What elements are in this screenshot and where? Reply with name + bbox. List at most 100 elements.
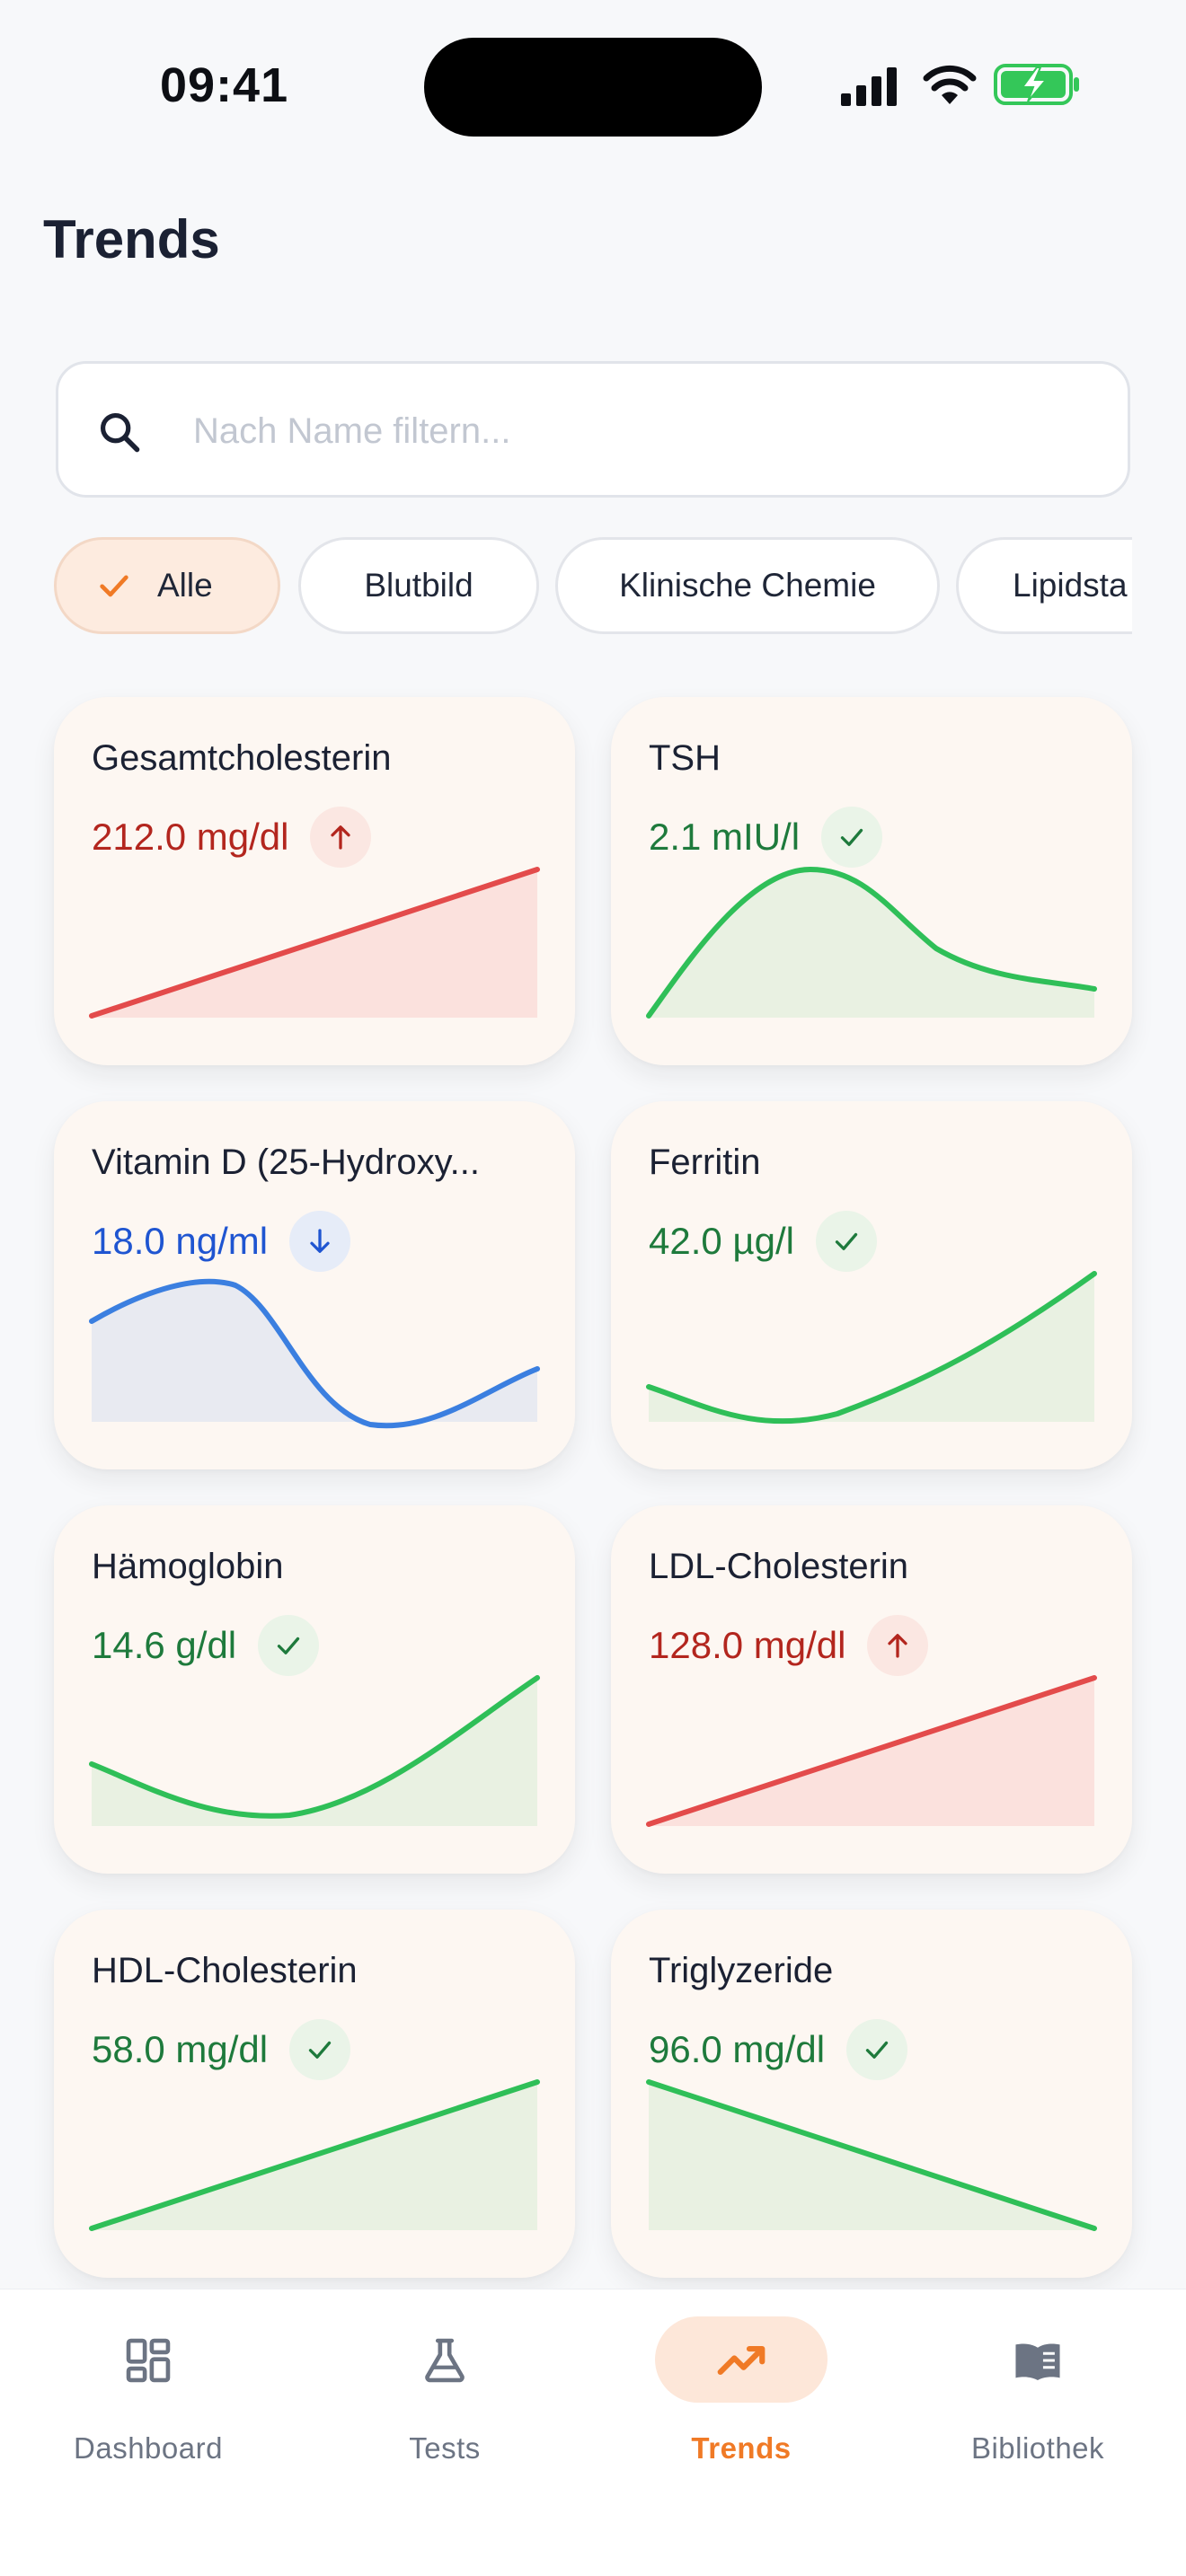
card-value-row: 2.1 mIU/l <box>649 803 883 871</box>
sparkline-area <box>92 1281 537 1426</box>
nav-pill <box>655 2316 828 2403</box>
nav-label: Dashboard <box>74 2431 223 2465</box>
sparkline-line <box>646 1675 1097 1827</box>
bottom-navigation: Dashboard Tests Trends Bibliothek <box>0 2289 1186 2576</box>
check-icon <box>100 575 128 597</box>
check-icon <box>308 2041 332 2059</box>
book-icon <box>1015 2343 1060 2380</box>
sparkline-chart <box>89 867 540 1019</box>
check-icon <box>835 1232 858 1250</box>
card-value-row: 96.0 mg/dl <box>649 2016 908 2084</box>
trend-card[interactable]: Gesamtcholesterin 212.0 mg/dl <box>54 697 575 1065</box>
card-value-row: 14.6 g/dl <box>92 1611 320 1680</box>
nav-item-dashboard[interactable]: Dashboard <box>13 2316 283 2496</box>
page-title: Trends <box>43 209 220 269</box>
sparkline-chart <box>646 2079 1097 2231</box>
sparkline-line <box>646 867 1097 1019</box>
sparkline-chart <box>646 1271 1097 1425</box>
sparkline-line <box>89 2079 540 2231</box>
filter-chip-label: Blutbild <box>364 567 474 604</box>
card-value: 58.0 mg/dl <box>92 2028 269 2070</box>
filter-chip-label: Alle <box>157 567 213 604</box>
card-value: 18.0 ng/ml <box>92 1220 269 1262</box>
card-title: HDL-Cholesterin <box>92 1951 358 1990</box>
signal-icon <box>841 67 897 106</box>
trend-card[interactable]: LDL-Cholesterin 128.0 mg/dl <box>611 1505 1132 1874</box>
sparkline-chart <box>646 867 1097 1019</box>
card-title: Hämoglobin <box>92 1547 284 1586</box>
sparkline-area <box>92 1678 537 1826</box>
card-value-row: 212.0 mg/dl <box>92 803 372 871</box>
filter-chip-label: Lipidsta <box>1013 567 1128 604</box>
check-icon <box>865 2041 889 2059</box>
status-badge <box>867 1615 929 1676</box>
filter-chip-label: Klinische Chemie <box>619 567 876 604</box>
nav-item-trends[interactable]: Trends <box>606 2316 876 2496</box>
trend-card[interactable]: Hämoglobin 14.6 g/dl <box>54 1505 575 1874</box>
status-time: 09:41 <box>160 58 289 112</box>
card-value-row: 128.0 mg/dl <box>649 1611 929 1680</box>
trend-card[interactable]: Ferritin 42.0 µg/l <box>611 1101 1132 1469</box>
trend-card[interactable]: TSH 2.1 mIU/l <box>611 697 1132 1065</box>
filter-chip-klinische-chemie[interactable]: Klinische Chemie <box>555 537 940 634</box>
sparkline-line <box>89 1278 540 1429</box>
trending-up-icon <box>717 2345 766 2376</box>
wifi-icon <box>923 65 977 104</box>
arrow-up-icon <box>331 825 351 850</box>
card-value-row: 58.0 mg/dl <box>92 2016 351 2084</box>
trend-card[interactable]: Vitamin D (25-Hydroxy... 18.0 ng/ml <box>54 1101 575 1469</box>
card-title: LDL-Cholesterin <box>649 1547 909 1586</box>
sparkline-line <box>89 1675 540 1819</box>
card-value: 42.0 µg/l <box>649 1220 794 1262</box>
sparkline-line <box>646 1271 1097 1425</box>
status-badge <box>821 807 883 868</box>
trend-card[interactable]: Triglyzeride 96.0 mg/dl <box>611 1910 1132 2278</box>
status-badge <box>289 2019 351 2080</box>
search-icon <box>100 412 140 453</box>
card-value-row: 18.0 ng/ml <box>92 1207 351 1275</box>
sparkline-area <box>649 869 1094 1018</box>
nav-item-bibliothek[interactable]: Bibliothek <box>903 2316 1173 2496</box>
sparkline-chart <box>89 1278 540 1429</box>
card-title: Ferritin <box>649 1142 761 1182</box>
dashboard-icon <box>126 2338 171 2383</box>
status-badge <box>310 807 372 868</box>
search-input[interactable] <box>193 391 1092 472</box>
status-badge <box>815 1211 877 1272</box>
status-badge <box>289 1211 351 1272</box>
sparkline-chart <box>646 1675 1097 1827</box>
sparkline-area <box>649 1274 1094 1422</box>
card-value: 2.1 mIU/l <box>649 816 801 858</box>
status-badge <box>258 1615 320 1676</box>
filter-chip-row: Alle Blutbild Klinische Chemie Lipidsta <box>54 537 1132 638</box>
nav-label: Bibliothek <box>970 2431 1105 2465</box>
card-value: 14.6 g/dl <box>92 1624 237 1666</box>
battery-charging-icon <box>994 64 1079 105</box>
filter-chip-lipidstatus[interactable]: Lipidsta <box>956 537 1132 634</box>
arrow-down-icon <box>310 1229 330 1253</box>
card-value-row: 42.0 µg/l <box>649 1207 877 1275</box>
search-field[interactable] <box>56 361 1130 498</box>
card-value: 212.0 mg/dl <box>92 816 289 858</box>
check-icon <box>840 828 863 846</box>
sparkline-chart <box>89 2079 540 2231</box>
status-badge <box>846 2019 908 2080</box>
nav-label: Trends <box>691 2431 792 2465</box>
dynamic-island <box>424 38 762 137</box>
sparkline-chart <box>89 1675 540 1826</box>
status-icons <box>839 63 1082 110</box>
filter-chip-blutbild[interactable]: Blutbild <box>298 537 539 634</box>
nav-label: Tests <box>409 2431 481 2465</box>
card-value: 96.0 mg/dl <box>649 2028 826 2070</box>
sparkline-line <box>646 2079 1097 2231</box>
card-title: Gesamtcholesterin <box>92 738 392 778</box>
card-title: Triglyzeride <box>649 1951 834 1990</box>
nav-item-tests[interactable]: Tests <box>310 2316 580 2496</box>
arrow-up-icon <box>888 1634 908 1658</box>
sparkline-line <box>89 867 540 1019</box>
status-bar: 09:41 <box>0 0 1186 171</box>
card-value: 128.0 mg/dl <box>649 1624 846 1666</box>
trend-card[interactable]: HDL-Cholesterin 58.0 mg/dl <box>54 1910 575 2278</box>
filter-chip-alle[interactable]: Alle <box>54 537 280 634</box>
flask-icon <box>425 2338 465 2383</box>
